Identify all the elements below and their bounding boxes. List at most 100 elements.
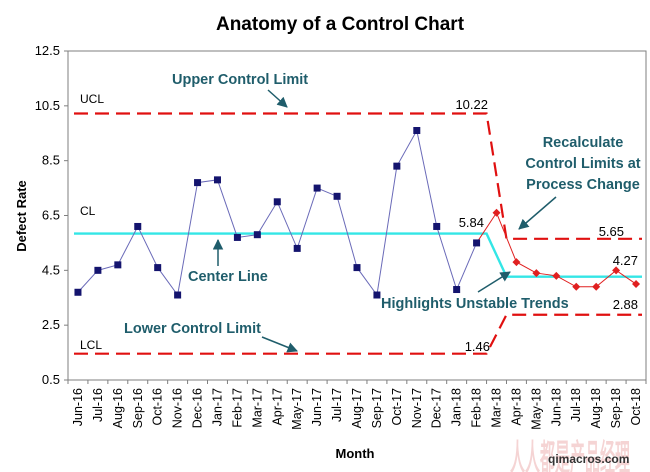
x-tick-label: Aug-17 (350, 388, 364, 428)
control-limits (74, 112, 642, 355)
x-tick-label: Jan-17 (210, 388, 224, 426)
data-point (74, 288, 82, 296)
x-tick-label: Jul-18 (569, 388, 583, 422)
x-tick-label: Mar-17 (250, 388, 264, 428)
center-line (74, 232, 642, 278)
annotation-recalculate-line1: Recalculate (543, 135, 624, 151)
y-axis-ticks: 0.5 2.5 4.5 6.5 8.5 10.5 12.5 (35, 43, 68, 387)
y-tick-label: 12.5 (35, 43, 60, 58)
x-tick-label: Apr-17 (270, 388, 284, 426)
x-tick-label: Feb-17 (230, 388, 244, 428)
data-point (393, 162, 401, 170)
data-point (293, 244, 301, 252)
data-point (433, 222, 441, 230)
y-tick-label: 0.5 (42, 372, 60, 387)
annotation-unstable-trends: Highlights Unstable Trends (381, 296, 569, 312)
series-line-stable (77, 129, 478, 297)
y-tick-label: 2.5 (42, 317, 60, 332)
x-tick-label: Oct-16 (151, 388, 165, 426)
data-point (373, 291, 381, 299)
watermark-text: qimacros.com (548, 452, 629, 466)
x-tick-label: Feb-18 (470, 388, 484, 428)
y-tick-label: 4.5 (42, 262, 60, 277)
x-tick-label: Oct-17 (390, 388, 404, 426)
y-axis-label: Defect Rate (14, 180, 29, 252)
data-point (273, 198, 281, 206)
ucl2-value-label: 5.65 (599, 224, 624, 239)
lcl-label: LCL (80, 338, 102, 352)
x-tick-label: Jun-18 (549, 388, 563, 426)
data-point (134, 222, 142, 230)
data-point-unstable (512, 258, 521, 267)
data-point (194, 179, 202, 187)
arrow-unstable-trends (477, 271, 511, 293)
x-tick-label: May-17 (290, 388, 304, 430)
annotation-center-line: Center Line (188, 269, 268, 285)
x-tick-label: Nov-16 (171, 388, 185, 428)
arrow-recalculate (518, 196, 557, 230)
x-tick-label: Sep-18 (609, 388, 623, 428)
cl1-value-label: 5.84 (459, 215, 484, 230)
watermark-logo-glyphs: 人人都是产品经理 (510, 438, 630, 472)
data-point-unstable (592, 282, 601, 291)
cl2-value-label: 4.27 (613, 253, 638, 268)
y-tick-label: 6.5 (42, 208, 60, 223)
x-tick-label: Mar-18 (490, 388, 504, 428)
annotation-lower-control-limit: Lower Control Limit (124, 321, 261, 337)
cl-label: CL (80, 204, 96, 218)
arrow-upper-control-limit (267, 89, 288, 108)
lcl1-value-label: 1.46 (465, 339, 490, 354)
data-point-unstable (572, 282, 581, 291)
annotation-recalculate-line3: Process Change (526, 177, 640, 193)
data-point (353, 264, 361, 272)
annotation-recalculate-line2: Control Limits at (525, 156, 640, 172)
data-point (94, 266, 102, 274)
data-point (213, 176, 221, 184)
data-point (253, 231, 261, 239)
watermark-logo: 人人都是产品经理 qimacros.com (510, 438, 630, 472)
x-tick-label: Sep-16 (131, 388, 145, 428)
x-tick-label: Aug-18 (589, 388, 603, 428)
x-tick-label: May-18 (529, 388, 543, 430)
x-tick-label: Jul-16 (91, 388, 105, 422)
ucl-line (74, 112, 642, 240)
data-point-unstable (552, 271, 561, 280)
data-point (154, 264, 162, 272)
data-point (413, 127, 421, 135)
ucl-label: UCL (80, 92, 104, 106)
data-point-unstable (492, 208, 501, 217)
x-tick-label: Jul-17 (330, 388, 344, 422)
x-tick-label: Apr-18 (509, 388, 523, 426)
lcl2-value-label: 2.88 (613, 297, 638, 312)
data-point (333, 192, 341, 200)
data-point (453, 286, 461, 294)
x-axis-ticks: Jun-16 Jul-16 Aug-16 Sep-16 Oct-16 Nov-16 Dec-… (67, 380, 647, 430)
data-point (174, 291, 182, 299)
x-axis-label: Month (336, 446, 375, 461)
data-point-unstable (632, 280, 641, 289)
x-tick-label: Jun-16 (71, 388, 85, 426)
data-series (74, 127, 641, 299)
data-point (114, 261, 122, 269)
data-point (473, 239, 481, 247)
data-point-unstable (612, 266, 621, 275)
y-tick-label: 10.5 (35, 98, 60, 113)
x-tick-label: Oct-18 (629, 388, 643, 426)
x-tick-label: Aug-16 (111, 388, 125, 428)
data-point-unstable (532, 269, 541, 278)
y-tick-label: 8.5 (42, 153, 60, 168)
data-point (313, 184, 321, 192)
x-tick-label: Jan-18 (450, 388, 464, 426)
data-point (233, 233, 241, 241)
x-tick-label: Dec-17 (430, 388, 444, 428)
arrow-lower-control-limit (261, 336, 298, 353)
x-tick-label: Dec-16 (191, 388, 205, 428)
annotation-upper-control-limit: Upper Control Limit (172, 72, 308, 88)
ucl1-value-label: 10.22 (455, 97, 488, 112)
x-tick-label: Jun-17 (310, 388, 324, 426)
chart-title: Anatomy of a Control Chart (216, 14, 465, 35)
x-tick-label: Nov-17 (410, 388, 424, 428)
x-tick-label: Sep-17 (370, 388, 384, 428)
